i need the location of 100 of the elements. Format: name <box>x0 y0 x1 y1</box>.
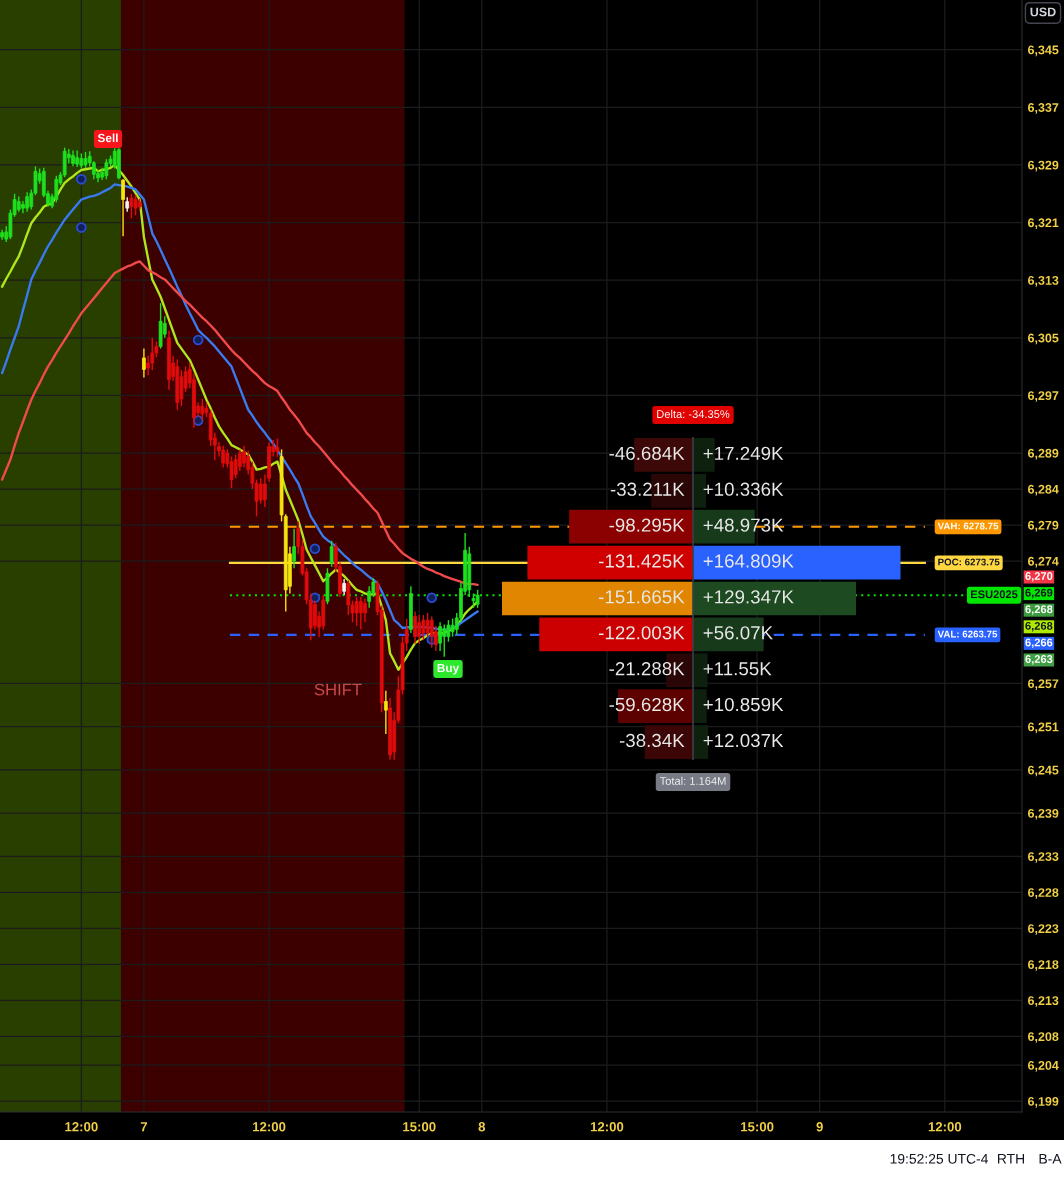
candlestick <box>354 596 359 627</box>
data-label: +17.249K <box>703 446 784 460</box>
candlestick <box>142 347 146 379</box>
point <box>426 592 438 604</box>
candlestick <box>150 337 155 371</box>
y-tick-label: 6,313 <box>1028 275 1059 287</box>
point <box>192 334 204 346</box>
candlestick <box>442 623 447 658</box>
candlestick <box>417 614 422 645</box>
y-tick-label: 6,337 <box>1028 103 1059 114</box>
candlestick <box>275 437 280 458</box>
x-tick-label: 12:00 <box>253 1122 286 1132</box>
x-tick-label: 12:00 <box>928 1122 962 1132</box>
y-tick-label: 6,204 <box>1028 1060 1059 1072</box>
x-tick-label: 15:00 <box>403 1122 436 1132</box>
bar <box>693 581 857 616</box>
text: B-A <box>1039 1154 1062 1164</box>
ref-line-label: ESU2025 <box>971 590 1018 599</box>
y-axis-title: USD <box>1030 7 1056 17</box>
data-label: +56.07K <box>703 626 773 640</box>
candlestick <box>121 178 125 237</box>
bar <box>501 581 694 616</box>
y-tick-label: 6,251 <box>1028 722 1059 734</box>
candlestick <box>221 445 226 469</box>
candlestick <box>329 540 334 568</box>
candlestick <box>450 617 455 638</box>
y-tick-label: 6,208 <box>1028 1032 1059 1043</box>
data-label: +129.347K <box>703 590 794 604</box>
candlestick <box>200 398 205 422</box>
y-tick-label: 6,345 <box>1028 45 1059 57</box>
candlestick <box>346 579 351 616</box>
text: 6,266 <box>1025 638 1053 648</box>
y-tick-label: 6,257 <box>1028 679 1059 690</box>
candlestick <box>292 527 296 569</box>
x-tick-label: 12:00 <box>65 1122 98 1132</box>
data-label: -33.211K <box>610 482 685 496</box>
point <box>76 174 87 185</box>
candlestick <box>146 355 150 376</box>
annotation: SHIFT <box>314 683 362 696</box>
candlestick <box>104 158 109 181</box>
annotation: Buy <box>437 663 460 675</box>
y-tick-label: 6,274 <box>1028 556 1059 568</box>
y-tick-label: 6,228 <box>1028 888 1059 899</box>
candlestick <box>258 477 263 505</box>
data-label: -151.665K <box>599 590 685 604</box>
y-tick-label: 6,305 <box>1028 333 1059 345</box>
bar <box>527 545 694 580</box>
x-tick-label: 9 <box>816 1122 823 1132</box>
ref-line-label: POC: 6273.75 <box>938 558 1000 566</box>
annotation: Delta: -34.35% <box>657 409 730 419</box>
candlestick <box>179 369 184 407</box>
data-label: -38.34K <box>619 733 685 748</box>
bar <box>539 617 694 652</box>
data-label: -46.684K <box>609 446 685 460</box>
data-label: -21.288K <box>609 662 685 676</box>
data-label: -122.003K <box>599 626 685 640</box>
x-tick-label: 12:00 <box>590 1122 624 1132</box>
data-label: +48.973K <box>703 518 784 532</box>
candlestick <box>421 614 426 641</box>
candlestick <box>25 191 29 213</box>
data-label: +11.55K <box>703 662 772 676</box>
candlestick <box>475 589 480 609</box>
ref-line-label: VAH: 6278.75 <box>937 522 999 530</box>
y-tick-label: 6,239 <box>1028 808 1059 820</box>
data-label: +164.809K <box>703 554 794 568</box>
text: 6,269 <box>1025 588 1053 599</box>
y-tick-label: 6,245 <box>1028 765 1059 777</box>
data-label: +12.037K <box>703 733 784 748</box>
line-series <box>0 260 479 586</box>
y-tick-label: 6,223 <box>1028 924 1059 935</box>
bar <box>569 509 694 544</box>
candlestick <box>242 445 246 469</box>
candlestick <box>233 453 238 479</box>
candlestick <box>425 612 430 638</box>
candlestick <box>413 610 417 645</box>
candlestick <box>358 596 363 631</box>
candlestick <box>383 689 388 735</box>
text: 6,263 <box>1025 655 1053 665</box>
candlestick <box>367 585 372 609</box>
text: 6,268 <box>1025 605 1053 615</box>
candlestick <box>438 621 442 652</box>
x-tick-label: 15:00 <box>741 1122 774 1132</box>
y-tick-label: 6,218 <box>1028 960 1059 971</box>
y-tick-label: 6,213 <box>1028 996 1059 1007</box>
data-label: -98.295K <box>609 518 685 532</box>
y-tick-label: 6,297 <box>1028 391 1059 402</box>
bar <box>693 545 901 580</box>
text: 19:52:25 UTC-4 <box>890 1153 988 1164</box>
data-label: -131.425K <box>599 554 685 568</box>
candlestick <box>54 175 59 204</box>
ref-line-label: VAL: 6263.75 <box>937 630 998 638</box>
x-tick-label: 8 <box>478 1122 486 1132</box>
annotation: Total: 1.164M <box>659 776 726 785</box>
x-tick-label: 7 <box>140 1122 147 1132</box>
data-label: -59.628K <box>609 697 685 712</box>
candlestick <box>129 193 134 219</box>
y-tick-label: 6,321 <box>1028 218 1059 230</box>
candlestick <box>91 160 96 181</box>
y-tick-label: 6,289 <box>1028 448 1059 460</box>
y-tick-label: 6,233 <box>1028 852 1059 863</box>
